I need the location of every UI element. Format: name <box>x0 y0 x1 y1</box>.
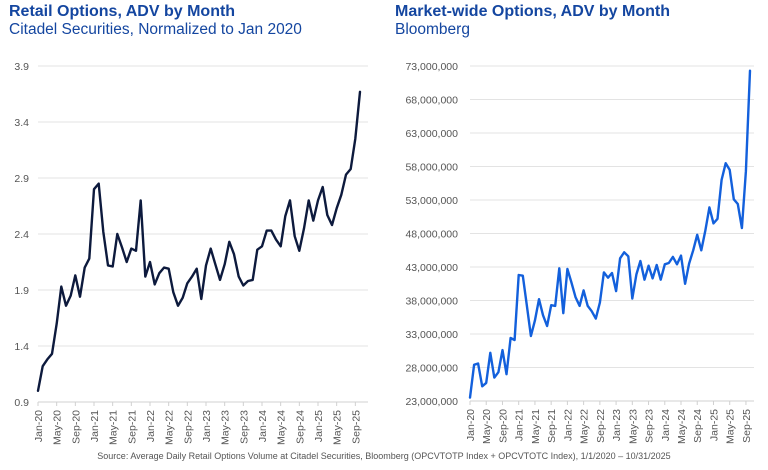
left-x-tick-label: May-22 <box>164 410 176 445</box>
left-chart-title: Retail Options, ADV by Month <box>9 3 236 20</box>
right-y-tick-label: 23,000,000 <box>405 396 458 408</box>
left-x-tick-label: May-21 <box>108 410 120 445</box>
right-x-tick-label: May-24 <box>676 409 688 444</box>
right-y-tick-label: 33,000,000 <box>405 329 458 341</box>
left-x-tick-label: Sep-24 <box>294 410 306 444</box>
left-series-line <box>36 90 362 392</box>
right-x-tick-label: May-20 <box>481 409 493 444</box>
right-x-tick-label: Sep-25 <box>741 409 753 443</box>
left-x-tick-label: Sep-25 <box>350 410 362 444</box>
right-series-line <box>468 69 752 399</box>
right-y-tick-label: 38,000,000 <box>405 296 458 308</box>
right-chart-title: Market-wide Options, ADV by Month <box>395 3 670 20</box>
left-chart-subtitle: Citadel Securities, Normalized to Jan 20… <box>9 21 302 38</box>
left-x-tick-label: Jan-23 <box>201 410 213 442</box>
right-y-tick-label: 68,000,000 <box>405 95 458 107</box>
charts-canvas: 0.9 1.4 1.9 2.4 2.9 3.4 3.9 Jan-20 May-20 Sep-20 J… <box>14 61 754 445</box>
left-y-tick-label: 3.4 <box>14 117 29 129</box>
left-x-tick-label: Sep-20 <box>70 410 82 444</box>
left-x-tick-label: Sep-21 <box>126 410 138 444</box>
right-x-tick-label: May-25 <box>725 409 737 444</box>
right-y-tick-label: 53,000,000 <box>405 195 458 207</box>
left-y-tick-label: 1.4 <box>14 341 29 353</box>
left-x-tick-label: Sep-22 <box>182 410 194 444</box>
left-x-tick-label: Sep-23 <box>238 410 250 444</box>
left-x-tick-label: May-20 <box>52 410 64 445</box>
left-x-tick-label: Jan-22 <box>145 410 157 442</box>
left-x-tick-label: Jan-25 <box>313 410 325 442</box>
right-x-tick-label: Jan-20 <box>465 409 477 441</box>
right-x-tick-label: May-21 <box>530 409 542 444</box>
right-x-tick-label: Sep-20 <box>497 409 509 443</box>
left-y-tick-label: 2.9 <box>14 173 29 185</box>
left-x-tick-label: Jan-21 <box>89 410 101 442</box>
right-chart-subtitle: Bloomberg <box>395 21 470 38</box>
right-x-tick-label: Jan-21 <box>514 409 526 441</box>
left-y-tick-label: 3.9 <box>14 61 29 73</box>
right-x-tick-label: Jan-24 <box>660 409 672 441</box>
left-y-tick-label: 1.9 <box>14 285 29 297</box>
right-x-tick-label: May-23 <box>627 409 639 444</box>
right-y-tick-label: 63,000,000 <box>405 128 458 140</box>
right-y-tick-label: 48,000,000 <box>405 229 458 241</box>
left-x-tick-label: May-23 <box>220 410 232 445</box>
right-x-tick-label: Jan-23 <box>611 409 623 441</box>
left-x-tick-label: Jan-24 <box>257 410 269 442</box>
right-x-tick-label: Jan-22 <box>562 409 574 441</box>
right-x-tick-label: May-22 <box>579 409 591 444</box>
right-y-tick-label: 43,000,000 <box>405 262 458 274</box>
right-x-tick-label: Sep-24 <box>692 409 704 443</box>
right-y-tick-label: 28,000,000 <box>405 363 458 375</box>
left-y-tick-label: 0.9 <box>14 397 29 409</box>
left-x-tick-label: May-25 <box>332 410 344 445</box>
left-y-tick-label: 2.4 <box>14 229 29 241</box>
right-y-tick-label: 73,000,000 <box>405 61 458 73</box>
right-y-tick-label: 58,000,000 <box>405 162 458 174</box>
left-x-tick-label: Jan-20 <box>33 410 45 442</box>
right-x-tick-label: Sep-21 <box>546 409 558 443</box>
right-x-tick-label: Sep-22 <box>595 409 607 443</box>
right-x-tick-label: Sep-23 <box>644 409 656 443</box>
source-note: Source: Average Daily Retail Options Vol… <box>97 451 671 461</box>
right-x-tick-label: Jan-25 <box>708 409 720 441</box>
left-x-tick-label: May-24 <box>276 410 288 445</box>
